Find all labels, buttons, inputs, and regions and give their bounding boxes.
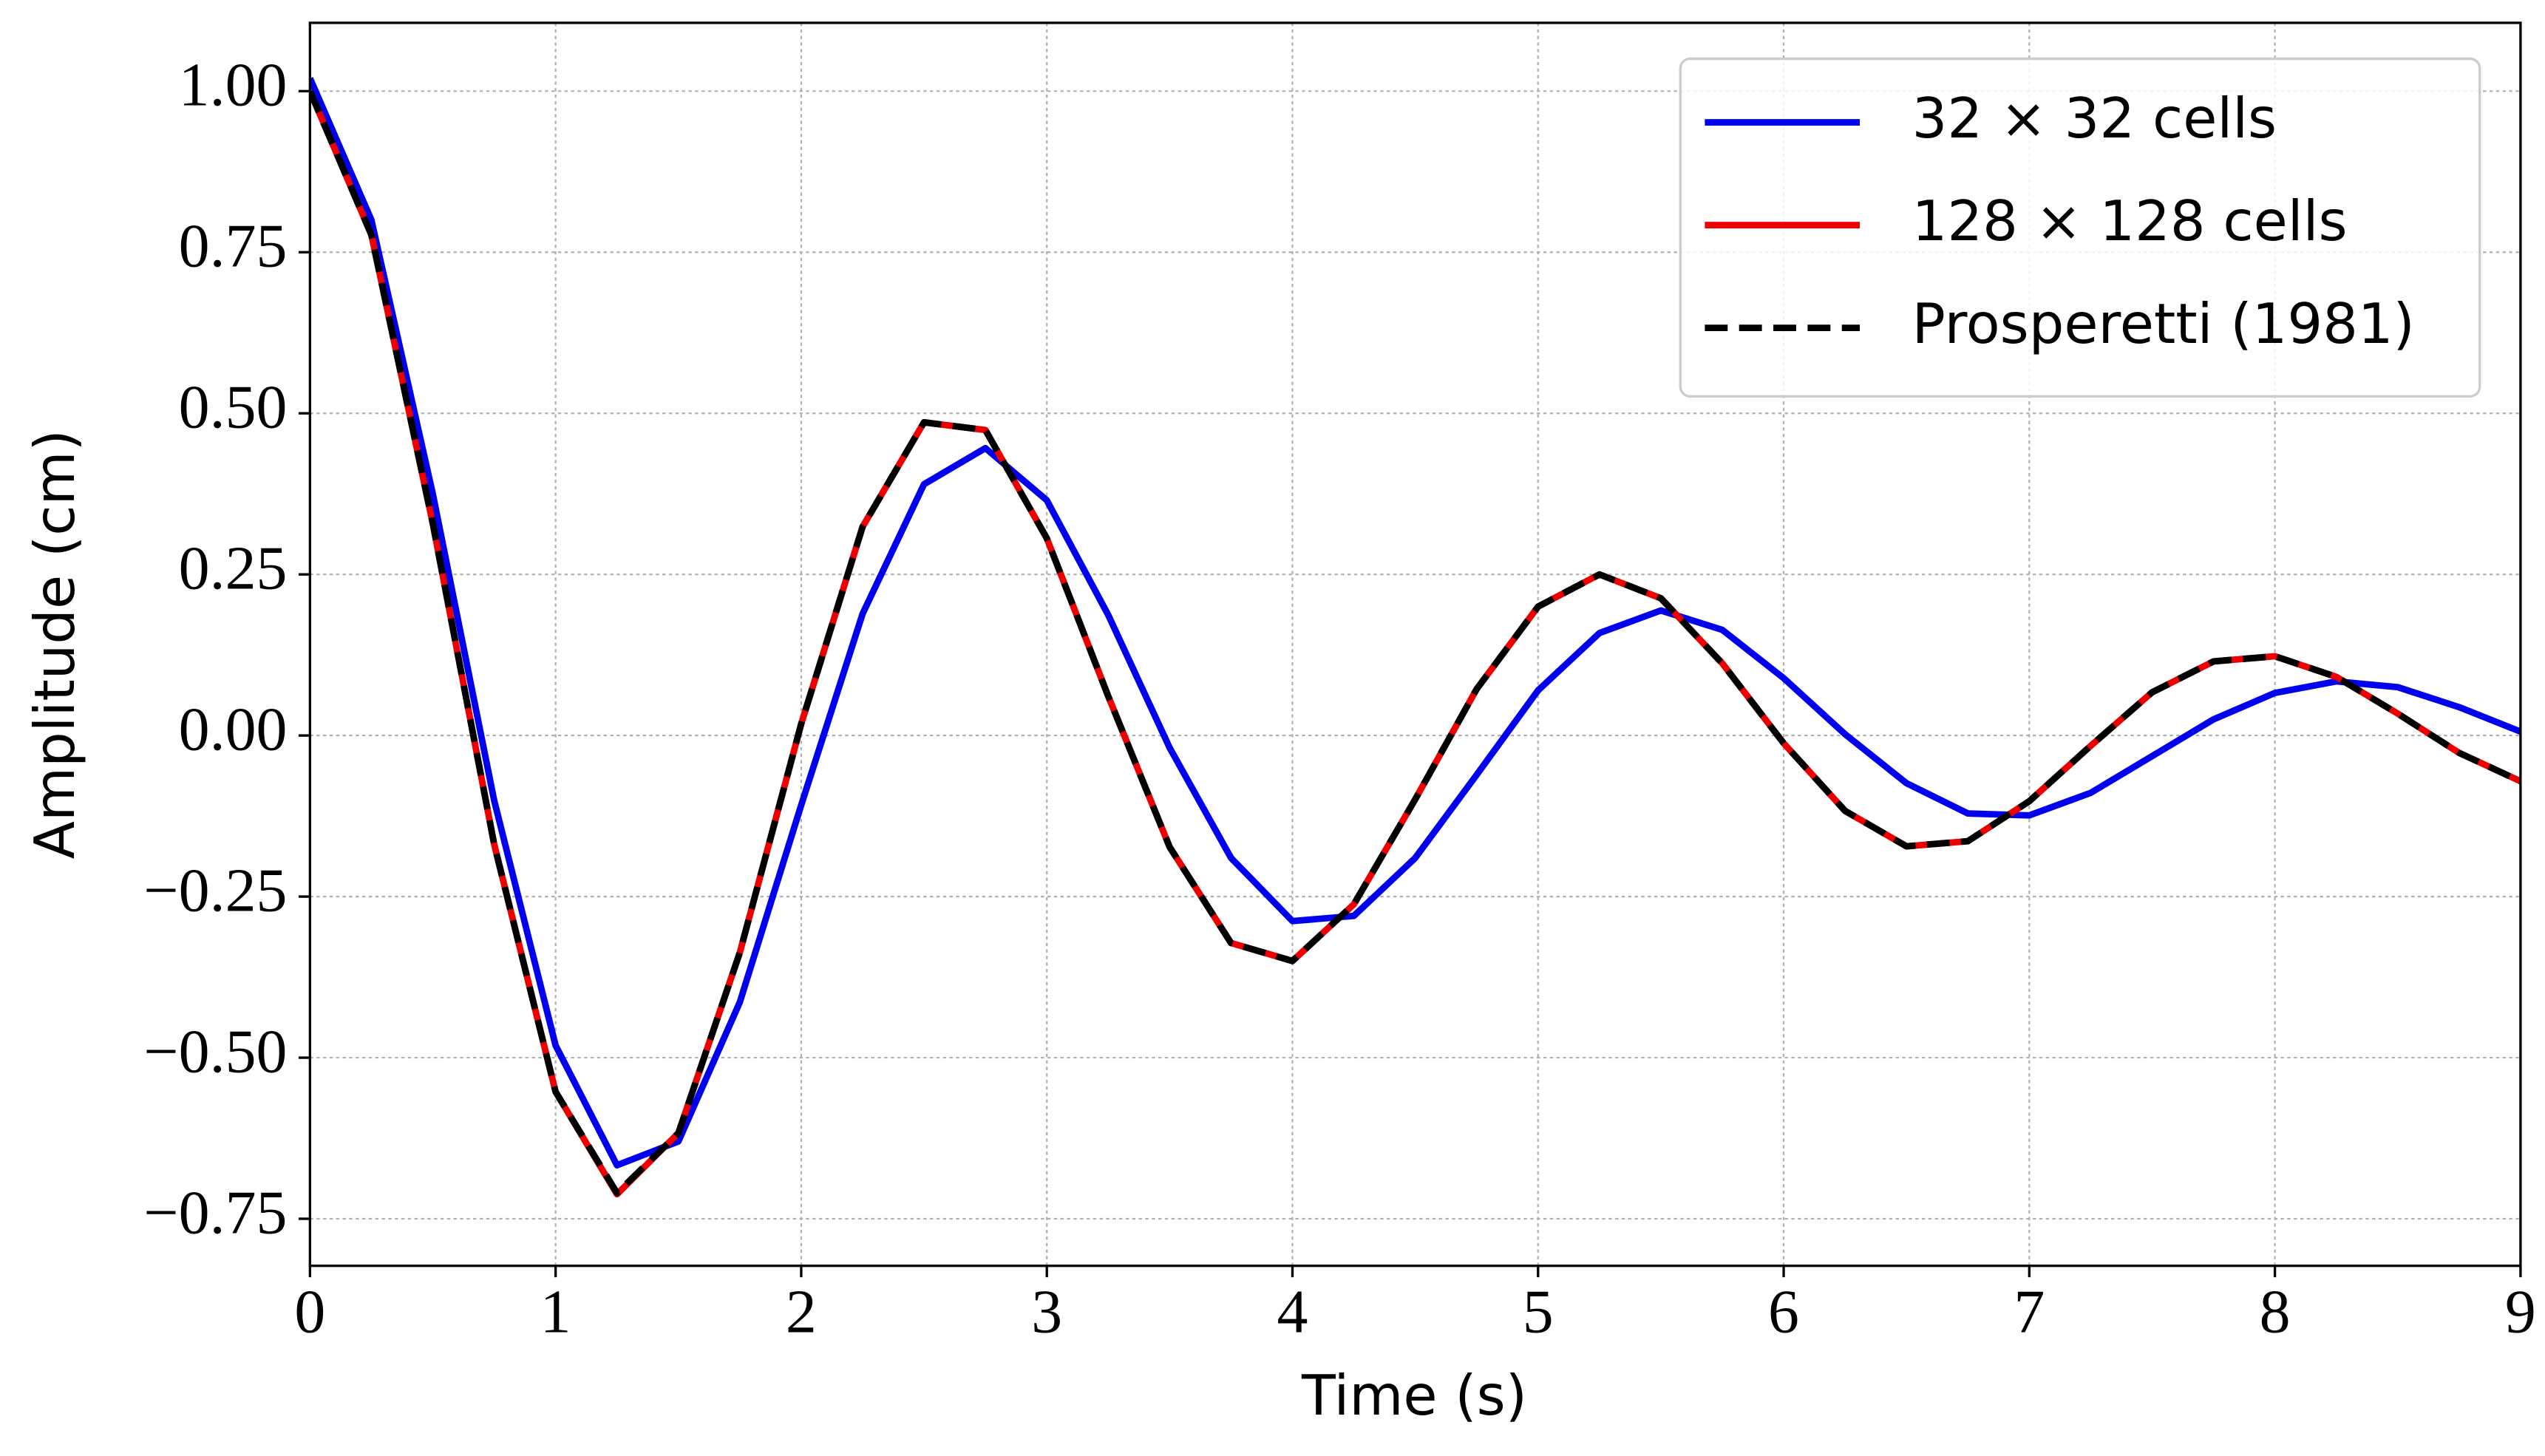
plot-frame [308, 21, 2522, 1268]
x-tick-label: 0 [294, 1278, 325, 1347]
x-tick-label: 1 [540, 1278, 571, 1347]
y-tick-label: 0.50 [179, 372, 288, 441]
y-axis-label: Amplitude (cm) [22, 429, 87, 859]
legend-label: Prosperetti (1981) [1912, 291, 2415, 356]
x-tick-label: 9 [2505, 1278, 2536, 1347]
y-tick-label: −0.50 [143, 1017, 287, 1086]
y-tick-label: 0.25 [179, 534, 288, 602]
legend-label: 32 × 32 cells [1912, 86, 2277, 151]
y-tick-label: 1.00 [179, 51, 288, 120]
x-tick-label: 5 [1523, 1278, 1554, 1347]
series-line [310, 89, 2521, 1197]
x-tick-label: 6 [1768, 1278, 1799, 1347]
y-tick-label: 0.00 [179, 695, 288, 763]
x-tick-label: 3 [1031, 1278, 1062, 1347]
x-axis-label: Time (s) [1301, 1363, 1527, 1428]
x-tick-label: 4 [1277, 1278, 1308, 1347]
legend-box [1679, 57, 2481, 398]
y-tick-label: −0.25 [143, 856, 287, 925]
x-tick-label: 7 [2014, 1278, 2045, 1347]
legend-label: 128 × 128 cells [1912, 188, 2348, 254]
series-line [310, 77, 2521, 1169]
x-tick-label: 2 [786, 1278, 817, 1347]
y-tick-label: −0.75 [143, 1178, 287, 1247]
y-tick-label: 0.75 [179, 212, 288, 281]
x-tick-label: 8 [2260, 1278, 2291, 1347]
